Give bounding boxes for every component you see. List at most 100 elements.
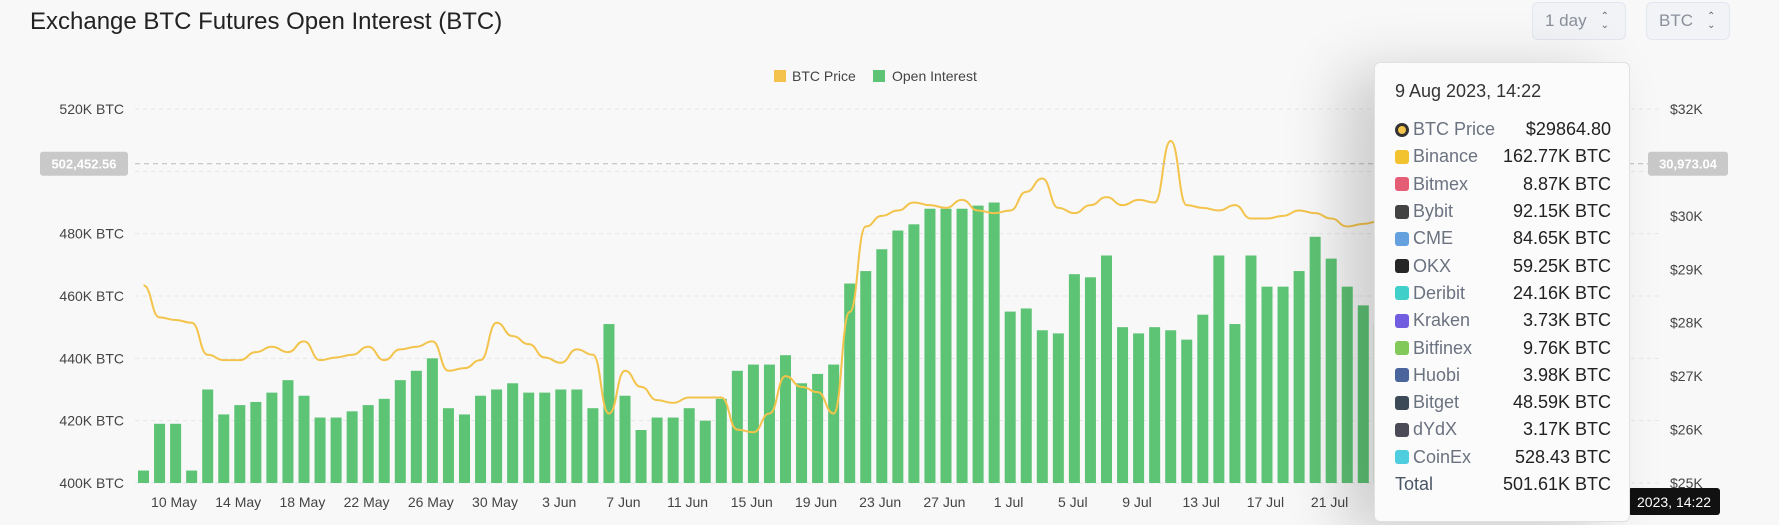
tooltip-row-name: Binance [1413, 146, 1479, 167]
deribit-icon [1395, 286, 1409, 301]
chevron-updown-icon: ⌃ ⌄ [1707, 11, 1716, 31]
x-tick-label: 17 Jul [1247, 494, 1284, 510]
tooltip-row-btc-price: BTC Price $29864.80 [1395, 116, 1611, 143]
open-interest-bar [475, 395, 487, 483]
open-interest-bar [892, 230, 904, 483]
open-interest-bar [1101, 255, 1112, 483]
tooltip-row-value: 3.98K BTC [1522, 364, 1611, 385]
tooltip-row-name: Kraken [1413, 310, 1471, 331]
x-tick-label: 13 Jul [1183, 494, 1220, 510]
y-right-tick-label: $25K [1670, 475, 1703, 491]
tooltip-row-deribit: Deribit 24.16K BTC [1395, 280, 1611, 307]
tooltip-row-value: 8.87K BTC [1522, 173, 1611, 194]
crosshair-left-label: 502,452.56 [51, 157, 116, 172]
coinex-icon [1395, 450, 1409, 465]
open-interest-bar [1245, 255, 1257, 483]
x-tick-label: 22 May [344, 494, 390, 510]
tooltip-row-name: Bitget [1413, 392, 1460, 413]
tooltip-row-value: 528.43 BTC [1514, 446, 1611, 467]
open-interest-bar [972, 205, 984, 483]
open-interest-bar [507, 383, 519, 483]
tooltip-row-value: 59.25K BTC [1512, 255, 1611, 276]
open-interest-bar [747, 364, 759, 483]
open-interest-bar [154, 423, 166, 483]
bitget-icon [1395, 395, 1409, 410]
open-interest-bar [539, 392, 551, 483]
interval-select[interactable]: 1 day ⌃ ⌄ [1532, 2, 1626, 40]
tooltip-date: 9 Aug 2023, 14:22 [1395, 81, 1542, 101]
open-interest-bar [298, 395, 310, 483]
open-interest-bar [1213, 255, 1225, 483]
y-right-tick-label: $29K [1670, 261, 1703, 277]
bitfinex-icon [1395, 341, 1409, 356]
tooltip-row-name: Bitfinex [1413, 337, 1473, 358]
tooltip-total-value: 501.61K BTC [1502, 474, 1611, 494]
tooltip-row-bitfinex: Bitfinex 9.76K BTC [1395, 334, 1611, 361]
open-interest-bar [1084, 277, 1096, 483]
open-interest-bar [426, 358, 438, 483]
tooltip-row-name: dYdX [1413, 419, 1458, 440]
chevron-updown-icon: ⌃ ⌄ [1600, 11, 1609, 31]
open-interest-bar [218, 414, 230, 483]
open-interest-bar [876, 249, 888, 483]
x-tick-label: 30 May [472, 494, 518, 510]
open-interest-bar [282, 380, 294, 483]
legend-swatch-open-interest [873, 70, 885, 82]
y-right-tick-label: $30K [1670, 208, 1703, 224]
open-interest-bar [1133, 333, 1145, 483]
open-interest-bar [523, 392, 535, 483]
unit-select[interactable]: BTC ⌃ ⌄ [1646, 2, 1730, 40]
x-tick-label: 7 Jun [606, 494, 640, 510]
legend-swatch-btc-price [774, 70, 786, 82]
open-interest-bar [362, 405, 374, 483]
open-interest-bar [1020, 308, 1032, 483]
tooltip-row-value: 84.65K BTC [1512, 228, 1611, 249]
x-tick-label: 14 May [215, 494, 261, 510]
open-interest-bar [635, 430, 647, 483]
y-left-tick-label: 520K BTC [59, 101, 124, 117]
x-tick-label: 21 Jul [1311, 494, 1348, 510]
tooltip-row-coinex: CoinEx 528.43 BTC [1395, 444, 1611, 471]
y-left-tick-label: 440K BTC [59, 350, 124, 366]
open-interest-bar [250, 401, 262, 483]
tooltip-row-bybit: Bybit 92.15K BTC [1395, 198, 1611, 225]
interval-select-value: 1 day [1545, 11, 1587, 30]
crosshair-x-badge [1628, 488, 1720, 515]
tooltip-row-name: Deribit [1413, 282, 1466, 303]
open-interest-bar [1261, 286, 1273, 483]
page-title: Exchange BTC Futures Open Interest (BTC) [30, 8, 503, 35]
open-interest-bar [651, 417, 663, 483]
open-interest-bar [1357, 305, 1369, 483]
tooltip-row-name: BTC Price [1413, 119, 1496, 140]
tooltip-row-value: 3.73K BTC [1522, 310, 1611, 331]
open-interest-bar [908, 224, 920, 484]
open-interest-bar [1117, 327, 1129, 483]
unit-select-value: BTC [1659, 11, 1693, 30]
x-tick-label: 15 Jun [731, 494, 773, 510]
x-tick-label: 18 May [279, 494, 325, 510]
chart-tooltip: 9 Aug 2023, 14:22 BTC Price $29864.80 Bina… [1374, 62, 1630, 522]
open-interest-bar [1165, 330, 1177, 483]
open-interest-bar [234, 405, 246, 483]
tooltip-row-value: 9.76K BTC [1522, 337, 1611, 358]
y-right-tick-label: $32K [1670, 101, 1703, 117]
y-right-tick-label: $26K [1670, 422, 1703, 438]
open-interest-bar [1325, 258, 1337, 483]
tooltip-row-kraken: Kraken 3.73K BTC [1395, 307, 1611, 334]
btc-price-line [143, 140, 1444, 434]
open-interest-bar [828, 364, 840, 483]
tooltip-row-huobi: Huobi 3.98K BTC [1395, 362, 1611, 389]
x-tick-label: 5 Jul [1058, 494, 1088, 510]
dydx-icon [1395, 422, 1409, 437]
tooltip-row-name: Bitmex [1413, 173, 1469, 194]
open-interest-bar [1052, 333, 1064, 483]
open-interest-bar [1309, 236, 1321, 483]
tooltip-row-value: 24.16K BTC [1512, 282, 1611, 303]
crosshair-left-badge [40, 151, 128, 176]
open-interest-bar [731, 370, 743, 483]
tooltip-row-name: OKX [1413, 255, 1452, 276]
okx-icon [1395, 259, 1409, 274]
tooltip-row-name: Bybit [1413, 201, 1454, 222]
tooltip-row-okx: OKX 59.25K BTC [1395, 252, 1611, 279]
